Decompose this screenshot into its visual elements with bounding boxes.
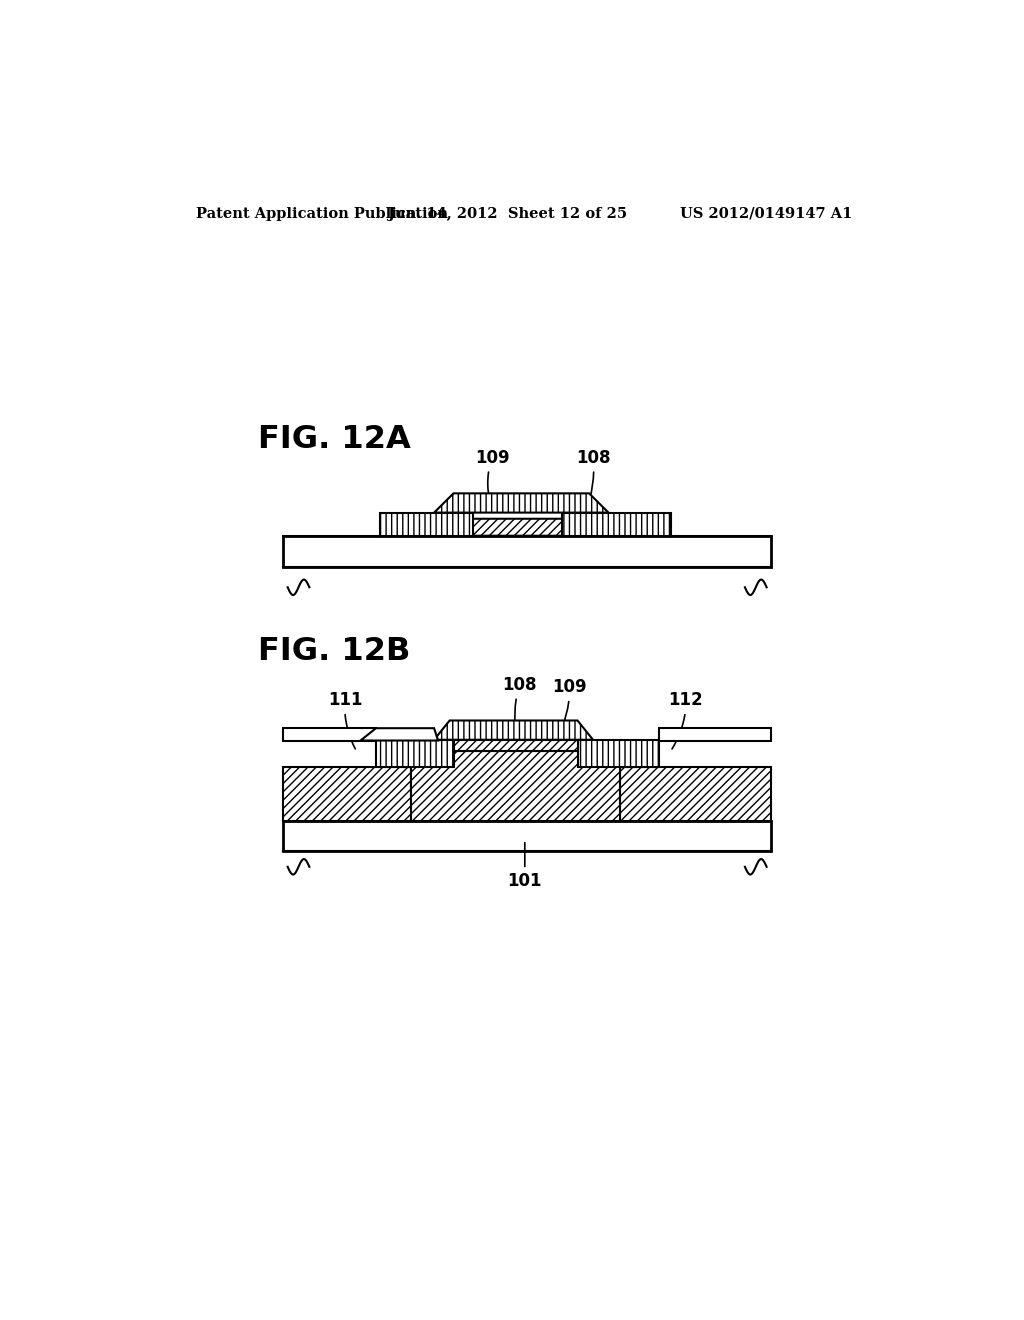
Bar [283, 821, 771, 851]
Bar [380, 512, 473, 536]
Text: 109: 109 [552, 678, 587, 730]
Bar [658, 729, 771, 741]
Bar [283, 729, 376, 741]
Text: US 2012/0149147 A1: US 2012/0149147 A1 [680, 207, 853, 220]
Polygon shape [434, 721, 593, 739]
Bar [578, 739, 658, 767]
Polygon shape [434, 494, 608, 512]
Bar [376, 739, 454, 767]
Bar [621, 767, 771, 821]
Bar [411, 751, 621, 821]
Text: 112: 112 [669, 692, 703, 748]
Bar [562, 512, 671, 536]
Text: 111: 111 [328, 692, 362, 748]
Text: FIG. 12B: FIG. 12B [258, 636, 411, 667]
Text: Patent Application Publication: Patent Application Publication [197, 207, 449, 220]
Text: Jun. 14, 2012  Sheet 12 of 25: Jun. 14, 2012 Sheet 12 of 25 [388, 207, 628, 220]
Bar [283, 536, 771, 566]
Text: 108: 108 [502, 676, 537, 729]
Text: 109: 109 [475, 449, 510, 499]
Bar [283, 767, 411, 821]
Text: 108: 108 [575, 449, 610, 499]
Polygon shape [360, 729, 438, 741]
Text: FIG. 12A: FIG. 12A [258, 424, 411, 455]
Bar [454, 739, 578, 751]
Polygon shape [461, 519, 573, 536]
Text: 101: 101 [508, 842, 542, 890]
